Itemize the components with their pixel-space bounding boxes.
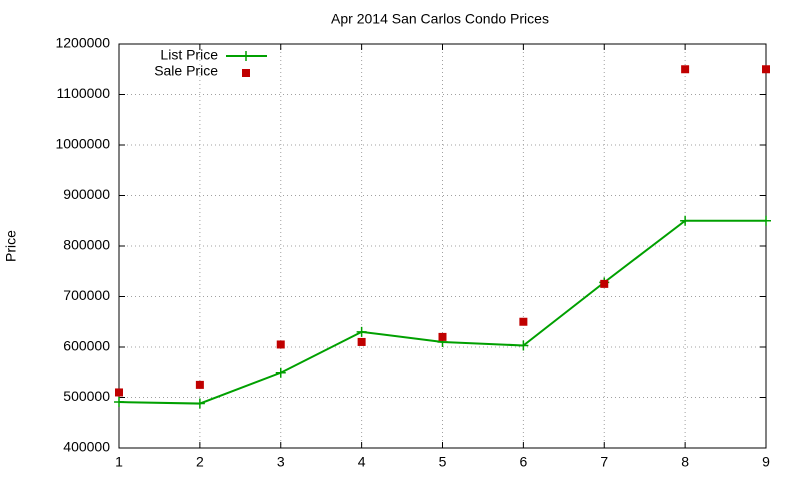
data-point	[275, 367, 286, 378]
data-point	[681, 65, 690, 74]
data-point	[519, 317, 528, 326]
y-tick-label: 700000	[63, 287, 110, 303]
y-tick-label: 1100000	[57, 85, 111, 101]
data-point	[357, 337, 366, 346]
data-point	[600, 279, 609, 288]
legend-label: Sale Price	[154, 63, 218, 79]
x-tick-label: 9	[762, 454, 770, 470]
plot-frame	[118, 43, 767, 449]
y-tick-label: 1000000	[55, 136, 110, 152]
data-point	[680, 215, 691, 226]
data-point	[518, 340, 529, 351]
y-tick-label: 500000	[63, 388, 110, 404]
y-tick-label: 1200000	[55, 35, 110, 51]
x-tick-label: 8	[681, 454, 689, 470]
x-tick-label: 6	[519, 454, 527, 470]
data-point	[115, 388, 123, 397]
y-tick-label: 900000	[63, 186, 110, 202]
data-point	[194, 398, 205, 409]
x-tick-label: 2	[196, 454, 204, 470]
data-point	[438, 332, 447, 341]
legend-label: List Price	[160, 47, 218, 63]
y-tick-label: 600000	[63, 338, 110, 354]
data-point	[276, 340, 285, 349]
legend-marker	[242, 69, 250, 77]
x-tick-label: 5	[439, 454, 447, 470]
x-tick-label: 3	[277, 454, 285, 470]
y-axis-label: Price	[3, 230, 19, 262]
y-tick-label: 800000	[63, 237, 110, 253]
data-point	[195, 380, 204, 389]
data-point	[762, 65, 770, 74]
x-tick-label: 4	[358, 454, 366, 470]
data-point	[114, 397, 124, 408]
data-point	[761, 215, 771, 226]
x-tick-label: 7	[600, 454, 608, 470]
y-tick-label: 400000	[63, 439, 110, 455]
data-point	[356, 326, 367, 337]
chart-title: Apr 2014 San Carlos Condo Prices	[331, 11, 549, 27]
legend-marker	[241, 51, 251, 61]
x-tick-label: 1	[115, 454, 123, 470]
